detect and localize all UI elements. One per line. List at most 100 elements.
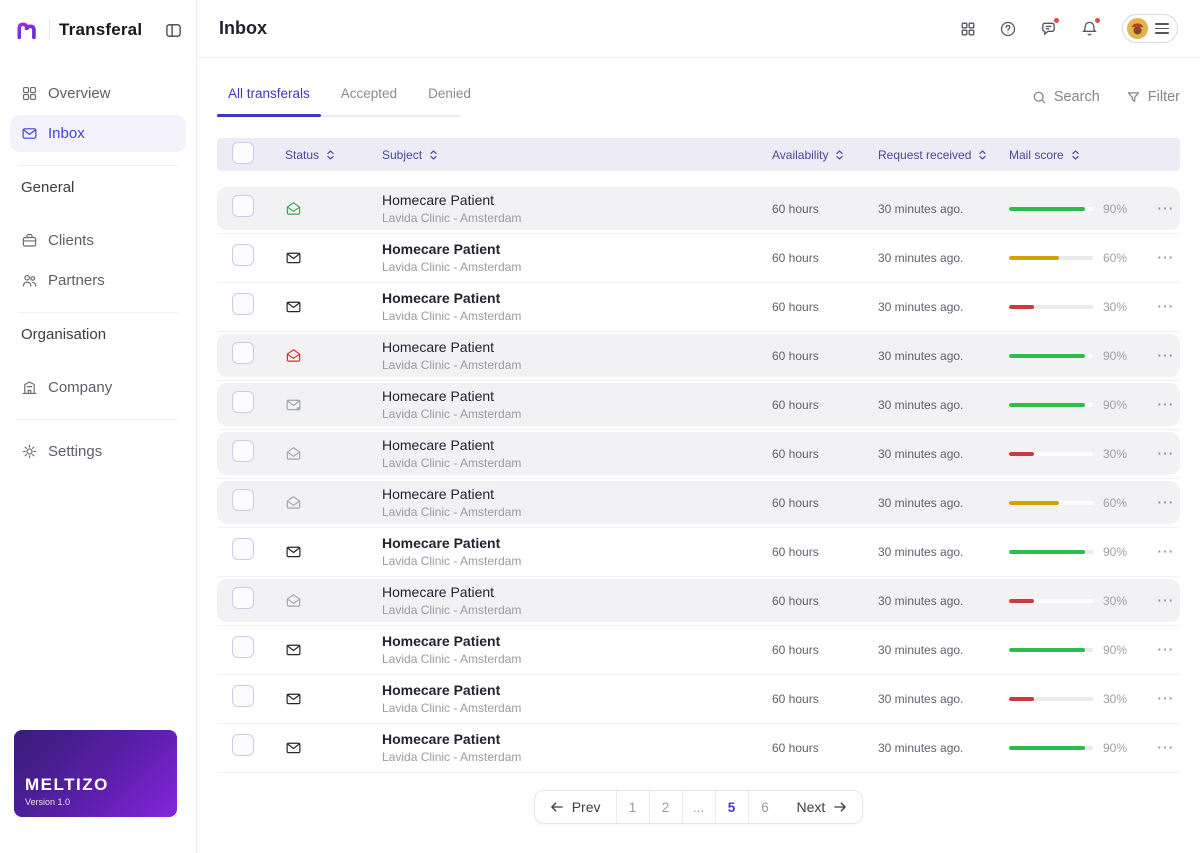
column-header-request-received[interactable]: Request received xyxy=(878,148,1009,162)
row-availability: 60 hours xyxy=(772,741,878,755)
row-subject-title: Homecare Patient xyxy=(382,535,772,552)
table-row[interactable]: Homecare Patient Lavida Clinic - Amsterd… xyxy=(217,334,1180,377)
row-menu-button[interactable]: ⋯ xyxy=(1155,247,1176,268)
column-header-status[interactable]: Status xyxy=(285,148,382,162)
row-request-received: 30 minutes ago. xyxy=(878,692,1009,706)
next-page-button[interactable]: Next xyxy=(782,791,863,823)
row-menu-button[interactable]: ⋯ xyxy=(1155,688,1176,709)
sidebar-item-partners[interactable]: Partners xyxy=(10,262,186,299)
table-row[interactable]: Homecare Patient Lavida Clinic - Amsterd… xyxy=(217,530,1180,573)
page-button-1[interactable]: 1 xyxy=(617,791,650,823)
row-request-received: 30 minutes ago. xyxy=(878,594,1009,608)
row-checkbox[interactable] xyxy=(232,538,254,560)
table-row[interactable]: Homecare Patient Lavida Clinic - Amsterd… xyxy=(217,432,1180,475)
mail-score-value: 30% xyxy=(1093,300,1149,314)
row-menu-button[interactable]: ⋯ xyxy=(1155,541,1176,562)
toolbar: Search Filter xyxy=(1032,89,1180,117)
row-menu-button[interactable]: ⋯ xyxy=(1155,443,1176,464)
page-button-...[interactable]: ... xyxy=(683,791,716,823)
row-subject-subtitle: Lavida Clinic - Amsterdam xyxy=(382,211,772,225)
mail-open-icon xyxy=(285,592,382,609)
page-button-2[interactable]: 2 xyxy=(650,791,683,823)
row-menu-button[interactable]: ⋯ xyxy=(1155,296,1176,317)
row-menu-button[interactable]: ⋯ xyxy=(1155,737,1176,758)
row-availability: 60 hours xyxy=(772,545,878,559)
page-title: Inbox xyxy=(219,18,267,39)
table-row[interactable]: Homecare Patient Lavida Clinic - Amsterd… xyxy=(217,383,1180,426)
apps-grid-icon[interactable] xyxy=(960,21,976,37)
mail-score-value: 90% xyxy=(1093,643,1149,657)
column-header-mail-score[interactable]: Mail score xyxy=(1009,148,1093,162)
mail-open-icon xyxy=(285,200,382,217)
people-icon xyxy=(21,272,38,289)
user-menu-button[interactable] xyxy=(1122,14,1178,43)
hamburger-menu-icon xyxy=(1155,23,1169,34)
row-checkbox[interactable] xyxy=(232,293,254,315)
tab-denied[interactable]: Denied xyxy=(428,86,471,115)
table-row[interactable]: Homecare Patient Lavida Clinic - Amsterd… xyxy=(217,628,1180,671)
sidebar: Transferal Overview Inbox General Client… xyxy=(0,0,197,853)
tab-accepted[interactable]: Accepted xyxy=(341,86,397,115)
table-row[interactable]: Homecare Patient Lavida Clinic - Amsterd… xyxy=(217,285,1180,328)
row-checkbox[interactable] xyxy=(232,489,254,511)
top-bar: Inbox xyxy=(197,0,1200,58)
filter-button[interactable]: Filter xyxy=(1126,89,1180,105)
mail-icon xyxy=(21,125,38,142)
help-icon[interactable] xyxy=(1000,21,1016,37)
mail-score-bar xyxy=(1009,599,1093,603)
row-menu-button[interactable]: ⋯ xyxy=(1155,198,1176,219)
sidebar-header: Transferal xyxy=(0,0,196,49)
sidebar-item-label: Company xyxy=(48,379,112,396)
row-checkbox[interactable] xyxy=(232,636,254,658)
column-header-subject[interactable]: Subject xyxy=(382,148,772,162)
mail-open-icon xyxy=(285,347,382,364)
sidebar-item-company[interactable]: Company xyxy=(10,369,186,406)
header-actions xyxy=(960,14,1178,43)
column-header-availability[interactable]: Availability xyxy=(772,148,878,162)
row-checkbox[interactable] xyxy=(232,391,254,413)
page-button-6[interactable]: 6 xyxy=(749,791,782,823)
row-subject-subtitle: Lavida Clinic - Amsterdam xyxy=(382,750,772,764)
bell-icon[interactable] xyxy=(1081,20,1098,37)
table-row[interactable]: Homecare Patient Lavida Clinic - Amsterd… xyxy=(217,236,1180,279)
row-menu-button[interactable]: ⋯ xyxy=(1155,345,1176,366)
sidebar-item-label: Settings xyxy=(48,443,102,460)
table-row[interactable]: Homecare Patient Lavida Clinic - Amsterd… xyxy=(217,677,1180,720)
select-all-checkbox[interactable] xyxy=(232,142,254,164)
sidebar-collapse-icon[interactable] xyxy=(165,22,182,39)
row-checkbox[interactable] xyxy=(232,440,254,462)
row-request-received: 30 minutes ago. xyxy=(878,202,1009,216)
sidebar-settings: Settings xyxy=(0,433,196,470)
row-checkbox[interactable] xyxy=(232,685,254,707)
row-checkbox[interactable] xyxy=(232,734,254,756)
row-checkbox[interactable] xyxy=(232,587,254,609)
row-menu-button[interactable]: ⋯ xyxy=(1155,394,1176,415)
sidebar-item-clients[interactable]: Clients xyxy=(10,222,186,259)
row-checkbox[interactable] xyxy=(232,195,254,217)
sidebar-item-settings[interactable]: Settings xyxy=(10,433,186,470)
prev-page-button[interactable]: Prev xyxy=(535,791,617,823)
sidebar-footer-card: MELTIZO Version 1.0 xyxy=(14,730,177,817)
page-button-5[interactable]: 5 xyxy=(716,791,749,823)
row-menu-button[interactable]: ⋯ xyxy=(1155,590,1176,611)
sidebar-item-overview[interactable]: Overview xyxy=(10,75,186,112)
tab-all-transferals[interactable]: All transferals xyxy=(228,86,310,115)
row-subject-title: Homecare Patient xyxy=(382,290,772,307)
row-request-received: 30 minutes ago. xyxy=(878,398,1009,412)
row-menu-button[interactable]: ⋯ xyxy=(1155,492,1176,513)
row-request-received: 30 minutes ago. xyxy=(878,741,1009,755)
row-subject-title: Homecare Patient xyxy=(382,731,772,748)
sidebar-item-inbox[interactable]: Inbox xyxy=(10,115,186,152)
table-row[interactable]: Homecare Patient Lavida Clinic - Amsterd… xyxy=(217,187,1180,230)
mail-closed-icon xyxy=(285,249,382,266)
table-row[interactable]: Homecare Patient Lavida Clinic - Amsterd… xyxy=(217,481,1180,524)
messages-icon[interactable] xyxy=(1040,20,1057,37)
row-checkbox[interactable] xyxy=(232,342,254,364)
row-checkbox[interactable] xyxy=(232,244,254,266)
mail-score-bar xyxy=(1009,697,1093,701)
search-button[interactable]: Search xyxy=(1032,89,1100,105)
table-row[interactable]: Homecare Patient Lavida Clinic - Amsterd… xyxy=(217,726,1180,769)
table-row[interactable]: Homecare Patient Lavida Clinic - Amsterd… xyxy=(217,579,1180,622)
row-menu-button[interactable]: ⋯ xyxy=(1155,639,1176,660)
row-subject-subtitle: Lavida Clinic - Amsterdam xyxy=(382,652,772,666)
